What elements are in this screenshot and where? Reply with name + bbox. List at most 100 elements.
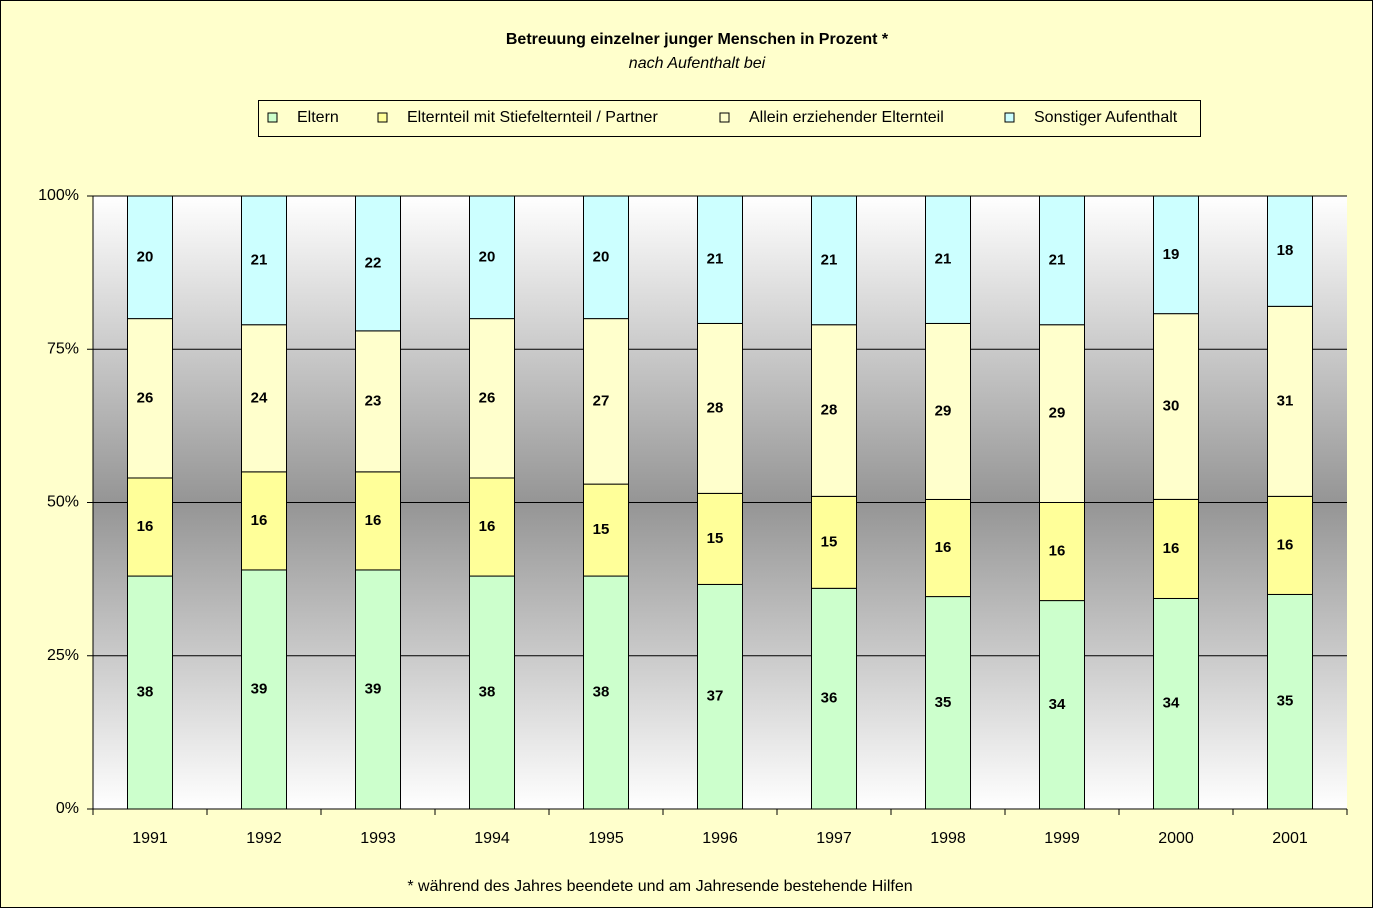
bar-segment xyxy=(1039,600,1085,810)
bar-segment xyxy=(1153,195,1199,315)
data-label: 21 xyxy=(707,251,724,268)
data-label: 21 xyxy=(935,251,952,268)
data-label: 16 xyxy=(137,518,154,535)
data-label: 34 xyxy=(1049,696,1066,713)
bar-segment xyxy=(583,195,629,320)
bar-segment xyxy=(469,318,515,479)
data-label: 28 xyxy=(821,402,838,419)
data-label: 39 xyxy=(365,680,382,697)
bar-segment xyxy=(1039,195,1085,326)
data-label: 16 xyxy=(365,512,382,529)
x-tick-label: 1995 xyxy=(588,830,624,847)
x-tick-label: 1999 xyxy=(1044,830,1080,847)
x-tick-label: 2001 xyxy=(1272,830,1308,847)
y-tick-label: 75% xyxy=(47,340,79,357)
data-label: 15 xyxy=(821,533,838,550)
data-label: 19 xyxy=(1163,246,1180,263)
bar-segment xyxy=(583,483,629,577)
bar-segment xyxy=(1267,195,1313,307)
bar-segment xyxy=(583,318,629,485)
bar-segment xyxy=(355,569,401,810)
x-tick-label: 1992 xyxy=(246,830,282,847)
data-label: 28 xyxy=(707,399,724,416)
bar-segment xyxy=(697,583,743,810)
data-label: 16 xyxy=(1049,543,1066,560)
legend-swatch xyxy=(377,112,388,123)
data-label: 35 xyxy=(1277,693,1294,710)
bar-segment xyxy=(925,195,971,324)
data-label: 16 xyxy=(1277,536,1294,553)
legend-swatch xyxy=(719,112,730,123)
data-label: 24 xyxy=(251,389,268,406)
data-label: 36 xyxy=(821,690,838,707)
data-label: 21 xyxy=(251,251,268,268)
chart-subtitle: nach Aufenthalt bei xyxy=(629,55,766,72)
data-label: 39 xyxy=(251,680,268,697)
x-tick-label: 1994 xyxy=(474,830,510,847)
legend-label: Sonstiger Aufenthalt xyxy=(1034,109,1178,126)
data-label: 27 xyxy=(593,392,610,409)
legend-label: Allein erziehender Elternteil xyxy=(749,109,944,126)
bar-segment xyxy=(127,195,173,320)
bar-segment xyxy=(355,195,401,332)
bar-segment xyxy=(355,330,401,473)
bar-segment xyxy=(811,587,857,810)
bar-segment xyxy=(697,195,743,324)
footnote: * während des Jahres beendete und am Jah… xyxy=(407,878,912,895)
data-label: 29 xyxy=(935,402,952,419)
bar-segment xyxy=(811,324,857,497)
data-label: 16 xyxy=(251,512,268,529)
data-label: 31 xyxy=(1277,392,1294,409)
data-label: 23 xyxy=(365,392,382,409)
data-label: 26 xyxy=(137,389,154,406)
data-label: 18 xyxy=(1277,242,1294,259)
x-tick-label: 1997 xyxy=(816,830,852,847)
data-label: 16 xyxy=(935,539,952,556)
x-tick-label: 1998 xyxy=(930,830,966,847)
y-tick-label: 25% xyxy=(47,647,79,664)
y-tick-label: 50% xyxy=(47,494,79,511)
data-label: 21 xyxy=(1049,251,1066,268)
legend-label: Eltern xyxy=(297,109,339,126)
bar-segment xyxy=(811,195,857,326)
bar-segment xyxy=(583,575,629,810)
bar-segment xyxy=(1153,313,1199,500)
data-label: 16 xyxy=(1163,540,1180,557)
bar-segment xyxy=(469,575,515,810)
legend-swatch xyxy=(267,112,278,123)
data-label: 37 xyxy=(707,688,724,705)
y-tick-label: 100% xyxy=(38,187,79,204)
bar-segment xyxy=(1267,495,1313,595)
legend-swatch xyxy=(1004,112,1015,123)
data-label: 35 xyxy=(935,694,952,711)
x-tick-label: 1991 xyxy=(132,830,168,847)
bar-segment xyxy=(1267,593,1313,810)
data-label: 29 xyxy=(1049,405,1066,422)
bar-segment xyxy=(127,575,173,810)
data-label: 16 xyxy=(479,518,496,535)
bar-segment xyxy=(127,477,173,577)
data-label: 15 xyxy=(593,521,610,538)
bar-segment xyxy=(925,498,971,598)
bar-segment xyxy=(697,492,743,585)
bar-segment xyxy=(241,324,287,473)
data-label: 38 xyxy=(479,683,496,700)
bar-segment xyxy=(241,569,287,810)
x-tick-label: 2000 xyxy=(1158,830,1194,847)
bar-segment xyxy=(811,495,857,589)
data-label: 38 xyxy=(593,683,610,700)
x-tick-label: 1996 xyxy=(702,830,738,847)
bar-segment xyxy=(1153,597,1199,810)
data-label: 38 xyxy=(137,683,154,700)
y-tick-label: 0% xyxy=(56,800,79,817)
data-label: 20 xyxy=(479,248,496,265)
data-label: 20 xyxy=(593,248,610,265)
bar-segment xyxy=(241,195,287,326)
data-label: 15 xyxy=(707,530,724,547)
bar-segment xyxy=(355,471,401,571)
data-label: 21 xyxy=(821,251,838,268)
chart-title: Betreuung einzelner junger Menschen in P… xyxy=(506,31,889,48)
data-label: 20 xyxy=(137,248,154,265)
bar-segment xyxy=(127,318,173,479)
